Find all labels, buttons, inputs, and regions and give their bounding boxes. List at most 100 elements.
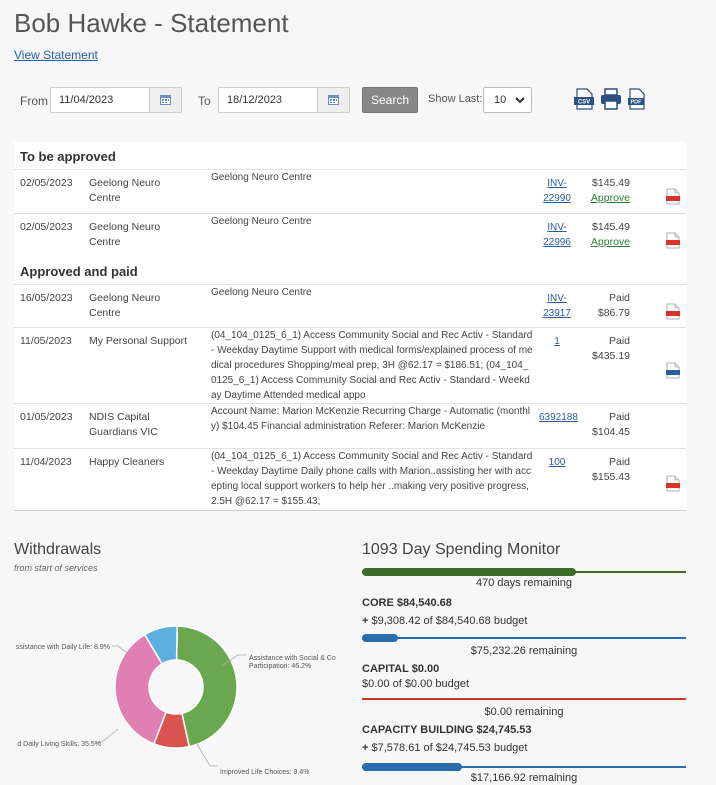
csv-export-icon[interactable]: CSV xyxy=(574,88,594,110)
show-last-value: 10 xyxy=(494,94,507,106)
capacity-heading: CAPACITY BUILDING $24,745.53 xyxy=(362,724,532,736)
csv-label: CSV xyxy=(578,100,590,106)
row-description: Geelong Neuro Centre xyxy=(211,216,312,227)
slice-label: Improved Life Choices: 9.4% xyxy=(220,769,310,776)
monitor-title: 1093 Day Spending Monitor xyxy=(362,541,561,558)
capital-track xyxy=(362,698,686,700)
approve-link[interactable]: Approve xyxy=(590,192,630,204)
row-amount-status: $145.49 Approve xyxy=(591,176,630,206)
search-button[interactable]: Search xyxy=(362,87,418,113)
page-title: Bob Hawke - Statement xyxy=(14,8,289,38)
row-amount-status: $145.49 Approve xyxy=(591,220,630,250)
view-statement-link[interactable]: View Statement xyxy=(14,48,98,62)
invoice-line[interactable]: 100 xyxy=(548,457,566,468)
invoice-line[interactable]: 23917 xyxy=(543,308,571,319)
amount: $86.79 xyxy=(597,307,630,319)
row-date: 02/05/2023 xyxy=(20,177,73,189)
pdf-icon[interactable] xyxy=(666,188,680,205)
capital-remaining: $0.00 remaining xyxy=(484,706,564,718)
row-amount-status: Paid $86.79 xyxy=(598,291,630,321)
table-row: 11/05/2023 My Personal Support (04_104_012… xyxy=(14,327,686,404)
table-row: 16/05/2023 Geelong Neuro Centre Geelong Neu… xyxy=(14,284,686,328)
chevron-down-icon xyxy=(515,97,525,104)
row-description: Geelong Neuro Centre xyxy=(211,287,312,298)
capital-heading: CAPITAL $0.00 xyxy=(362,663,440,675)
from-date-value: 11/04/2023 xyxy=(59,94,114,106)
calendar-icon[interactable] xyxy=(149,88,181,112)
provider-line: Centre xyxy=(89,236,121,248)
status-text: Paid xyxy=(608,411,630,423)
row-provider: Geelong Neuro Centre xyxy=(89,291,199,321)
slice-connector xyxy=(196,743,218,767)
row-provider: Geelong Neuro Centre xyxy=(89,220,199,250)
capacity-progress-bar xyxy=(362,763,462,771)
pdf-icon[interactable] xyxy=(666,303,680,320)
plus-icon[interactable]: + xyxy=(362,615,369,627)
slice-connector xyxy=(96,728,119,743)
row-description: Account Name: Marion McKenzie Recurring … xyxy=(211,406,531,432)
row-description: Geelong Neuro Centre xyxy=(211,172,312,183)
slice-daily-life xyxy=(143,625,178,665)
from-label: From xyxy=(20,94,48,108)
row-description: (04_104_0125_6_1) Access Community Socia… xyxy=(211,330,533,401)
print-icon[interactable] xyxy=(600,88,622,110)
invoice-line[interactable]: INV- xyxy=(547,178,567,189)
row-date: 01/05/2023 xyxy=(20,411,73,423)
doc-icon[interactable] xyxy=(666,362,680,379)
pdf-icon[interactable] xyxy=(666,475,680,492)
invoice-line[interactable]: 22996 xyxy=(543,237,571,248)
amount: $145.49 xyxy=(592,177,630,189)
to-date-field[interactable]: 18/12/2023 xyxy=(218,87,350,113)
core-progress-bar xyxy=(362,634,398,642)
row-date: 02/05/2023 xyxy=(20,221,73,233)
table-row: 02/05/2023 Geelong Neuro Centre Geelong Neu… xyxy=(14,213,686,258)
core-remaining: $75,232.26 remaining xyxy=(470,645,578,657)
core-track xyxy=(362,637,686,639)
withdrawals-subtitle: from start of services xyxy=(14,563,98,573)
amount: $145.49 xyxy=(592,221,630,233)
invoice-link[interactable]: INV- 22996 xyxy=(539,220,575,250)
invoice-line[interactable]: INV- xyxy=(547,293,567,304)
amount: $104.45 xyxy=(592,426,630,438)
slice-label: Assistance with Social & Co xyxy=(249,655,336,662)
invoice-line[interactable]: 22990 xyxy=(543,193,571,204)
row-provider: Geelong Neuro Centre xyxy=(89,176,199,206)
invoice-link[interactable]: INV- 22990 xyxy=(539,176,575,206)
show-last-select[interactable]: 10 xyxy=(483,87,532,113)
calendar-icon[interactable] xyxy=(317,88,349,112)
provider-line: Geelong Neuro xyxy=(89,292,161,304)
pdf-label: PDF xyxy=(631,100,643,106)
row-amount-status: Paid $435.19 xyxy=(592,334,630,364)
plus-icon[interactable]: + xyxy=(362,742,369,754)
row-provider: NDIS Capital Guardians VIC xyxy=(89,410,199,440)
provider-line: Happy Cleaners xyxy=(89,456,165,468)
pdf-export-icon[interactable]: PDF xyxy=(628,88,646,110)
invoice-link[interactable]: 1 xyxy=(539,334,575,349)
approve-link[interactable]: Approve xyxy=(590,236,630,248)
invoice-link[interactable]: 6392188 xyxy=(539,410,578,425)
to-date-value: 18/12/2023 xyxy=(227,94,283,106)
provider-line: NDIS Capital xyxy=(89,411,150,423)
withdrawals-donut-chart: Assistance with Social & CoParticipation… xyxy=(16,625,336,776)
invoice-line[interactable]: 1 xyxy=(554,336,560,347)
invoice-link[interactable]: 100 xyxy=(539,455,575,470)
capital-spent: $0.00 of $0.00 budget xyxy=(362,678,470,690)
table-row: 01/05/2023 NDIS Capital Guardians VIC Accou… xyxy=(14,403,686,449)
amount: $435.19 xyxy=(592,350,630,362)
capacity-remaining: $17,166.92 remaining xyxy=(470,772,578,784)
row-description: (04_104_0125_6_1) Access Community Socia… xyxy=(211,451,533,507)
withdrawals-title: Withdrawals xyxy=(14,541,102,558)
table-row: 02/05/2023 Geelong Neuro Centre Geelong Neu… xyxy=(14,169,686,214)
pdf-icon[interactable] xyxy=(666,232,680,249)
invoice-line[interactable]: INV- xyxy=(547,222,567,233)
slice-social-participation xyxy=(175,625,238,748)
capacity-spent-text: $7,578.61 of $24,745.53 budget xyxy=(371,742,528,754)
invoice-line[interactable]: 6392188 xyxy=(539,412,578,423)
invoice-link[interactable]: INV- 23917 xyxy=(539,291,575,321)
from-date-field[interactable]: 11/04/2023 xyxy=(50,87,182,113)
row-date: 11/05/2023 xyxy=(20,335,72,347)
status-text: Paid xyxy=(608,292,630,304)
provider-line: My Personal Support xyxy=(89,335,188,347)
days-remaining: 470 days remaining xyxy=(475,577,572,589)
slice-label: Participation: 46.2% xyxy=(249,663,311,670)
